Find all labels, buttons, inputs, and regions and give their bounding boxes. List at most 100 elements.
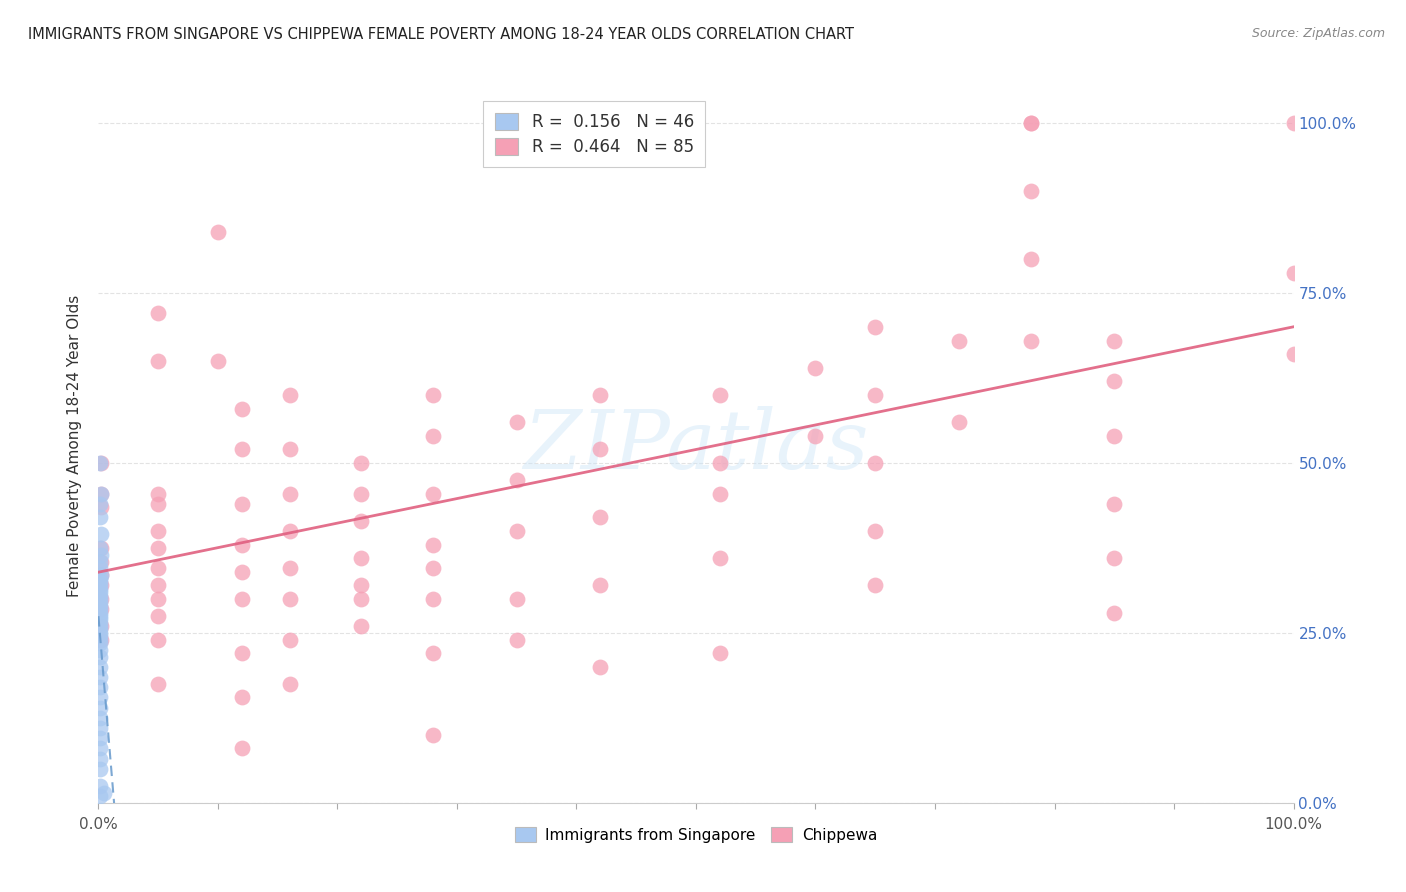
Point	[89, 561, 111, 575]
Point	[506, 632, 529, 647]
Point	[231, 401, 253, 416]
Point	[89, 660, 111, 674]
Point	[506, 415, 529, 429]
Point	[90, 619, 112, 633]
Point	[90, 500, 112, 515]
Point	[1019, 334, 1042, 348]
Point	[89, 510, 111, 524]
Point	[422, 537, 444, 551]
Point	[90, 555, 112, 569]
Point	[89, 680, 111, 694]
Point	[1019, 116, 1042, 130]
Text: Source: ZipAtlas.com: Source: ZipAtlas.com	[1251, 27, 1385, 40]
Point	[1104, 497, 1126, 511]
Point	[278, 388, 301, 402]
Point	[89, 629, 111, 643]
Point	[89, 632, 111, 647]
Point	[589, 388, 612, 402]
Point	[207, 354, 229, 368]
Point	[1282, 266, 1305, 280]
Point	[89, 636, 111, 650]
Point	[278, 632, 301, 647]
Point	[278, 524, 301, 538]
Point	[709, 388, 731, 402]
Point	[148, 561, 170, 575]
Point	[231, 690, 253, 705]
Point	[709, 551, 731, 566]
Point	[89, 602, 111, 616]
Point	[89, 779, 111, 793]
Point	[1104, 551, 1126, 566]
Point	[231, 565, 253, 579]
Point	[804, 429, 827, 443]
Point	[422, 486, 444, 500]
Point	[89, 589, 111, 603]
Point	[422, 646, 444, 660]
Point	[89, 578, 111, 592]
Point	[148, 677, 170, 691]
Point	[90, 568, 112, 582]
Point	[278, 677, 301, 691]
Point	[350, 456, 373, 470]
Point	[89, 541, 111, 555]
Point	[89, 643, 111, 657]
Text: IMMIGRANTS FROM SINGAPORE VS CHIPPEWA FEMALE POVERTY AMONG 18-24 YEAR OLDS CORRE: IMMIGRANTS FROM SINGAPORE VS CHIPPEWA FE…	[28, 27, 853, 42]
Point	[148, 632, 170, 647]
Point	[865, 388, 887, 402]
Point	[589, 442, 612, 457]
Point	[89, 789, 111, 803]
Point	[350, 591, 373, 606]
Point	[1282, 116, 1305, 130]
Point	[89, 741, 111, 756]
Point	[350, 619, 373, 633]
Point	[422, 388, 444, 402]
Point	[231, 497, 253, 511]
Point	[350, 514, 373, 528]
Point	[89, 585, 111, 599]
Point	[1019, 252, 1042, 266]
Point	[89, 619, 111, 633]
Point	[506, 116, 529, 130]
Point	[89, 599, 111, 613]
Point	[865, 456, 887, 470]
Point	[89, 751, 111, 765]
Point	[90, 591, 112, 606]
Point	[89, 595, 111, 609]
Point	[90, 456, 112, 470]
Point	[89, 731, 111, 746]
Point	[278, 442, 301, 457]
Point	[1104, 375, 1126, 389]
Point	[589, 578, 612, 592]
Point	[148, 486, 170, 500]
Point	[93, 786, 115, 800]
Point	[422, 429, 444, 443]
Point	[278, 486, 301, 500]
Text: ZIPatlas: ZIPatlas	[523, 406, 869, 486]
Point	[506, 524, 529, 538]
Point	[89, 574, 111, 589]
Point	[90, 486, 112, 500]
Point	[90, 632, 112, 647]
Point	[90, 548, 112, 562]
Point	[89, 608, 111, 623]
Point	[231, 591, 253, 606]
Point	[90, 486, 112, 500]
Point	[90, 602, 112, 616]
Point	[589, 116, 612, 130]
Point	[350, 551, 373, 566]
Point	[422, 591, 444, 606]
Point	[231, 537, 253, 551]
Point	[865, 578, 887, 592]
Point	[506, 591, 529, 606]
Point	[90, 541, 112, 555]
Point	[1104, 429, 1126, 443]
Point	[1104, 606, 1126, 620]
Point	[506, 473, 529, 487]
Point	[278, 561, 301, 575]
Point	[948, 334, 970, 348]
Point	[148, 497, 170, 511]
Point	[589, 660, 612, 674]
Point	[148, 306, 170, 320]
Point	[89, 649, 111, 664]
Point	[148, 578, 170, 592]
